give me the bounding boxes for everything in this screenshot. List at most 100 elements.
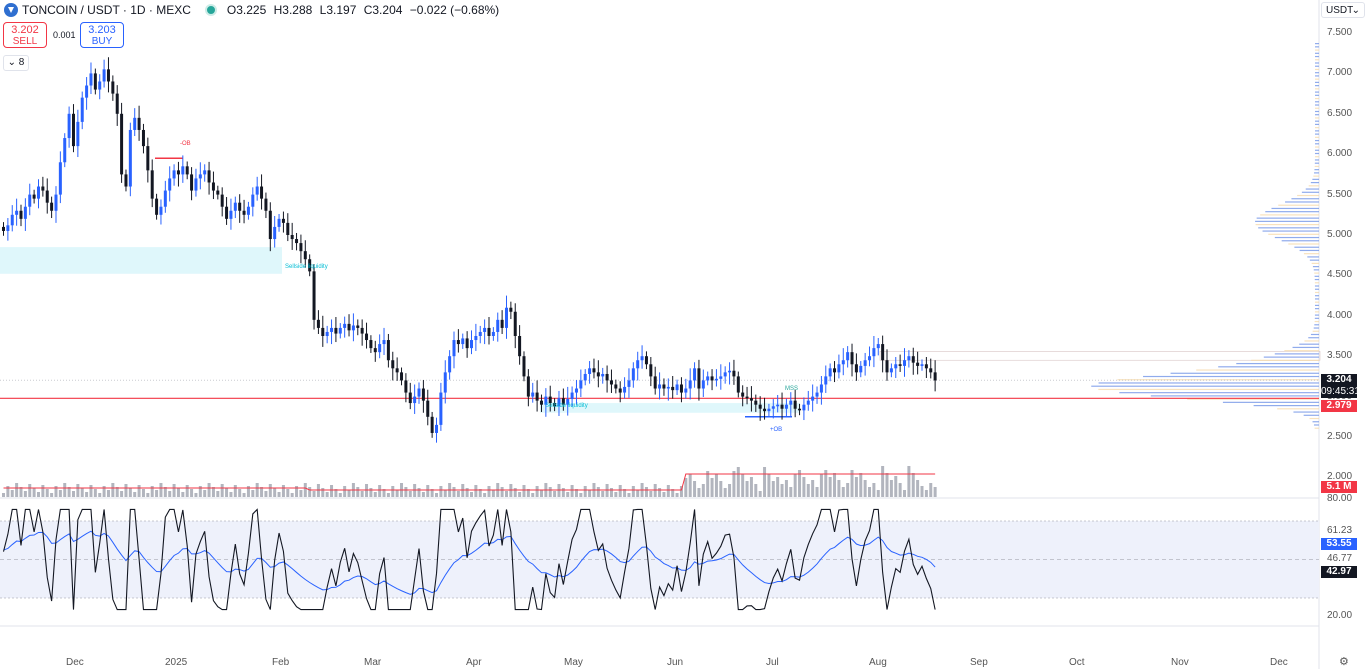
volume-bar xyxy=(614,492,618,497)
level-price-value: 2.979 xyxy=(1326,400,1352,411)
candle-body xyxy=(273,226,277,240)
candle-body xyxy=(295,239,299,244)
volume-bar xyxy=(54,486,58,497)
candle-body xyxy=(439,392,443,425)
candle-body xyxy=(102,69,106,82)
candle-body xyxy=(115,93,119,114)
buy-button[interactable]: 3.203 BUY xyxy=(80,22,124,48)
candle-body xyxy=(793,400,797,409)
volume-profile-bar xyxy=(1218,366,1319,368)
candle-body xyxy=(763,408,767,412)
volume-profile-bar xyxy=(1117,379,1319,381)
volume-bar xyxy=(548,487,552,497)
candle-body xyxy=(356,325,360,328)
volume-bar xyxy=(102,486,106,497)
candle-body xyxy=(264,198,268,211)
volume-profile-bar xyxy=(1314,282,1319,284)
volume-bar xyxy=(85,492,89,497)
volume-bar xyxy=(356,487,360,497)
settings-gear-icon[interactable]: ⚙ xyxy=(1339,656,1349,668)
volume-bar xyxy=(697,488,701,497)
volume-tag: 5.1 M xyxy=(1321,481,1357,493)
toncoin-logo-icon xyxy=(4,3,18,17)
candle-body xyxy=(854,364,858,373)
candle-body xyxy=(452,340,456,357)
candle-body xyxy=(868,356,872,361)
candle-body xyxy=(802,404,806,411)
volume-bar xyxy=(124,484,128,497)
rsi-line xyxy=(2,508,936,611)
candle-body xyxy=(662,384,666,389)
candle-body xyxy=(894,364,898,369)
volume-profile-bar xyxy=(1314,317,1319,319)
symbol-title[interactable]: TONCOIN / USDT · 1D · MEXC xyxy=(22,3,191,17)
candle-body xyxy=(749,398,753,401)
volume-profile-bar xyxy=(1312,421,1319,423)
volume-bar xyxy=(408,491,412,497)
spread-value: 0.001 xyxy=(53,30,76,40)
volume-bar xyxy=(382,489,386,497)
change-value: −0.022 (−0.68%) xyxy=(409,3,500,17)
volume-profile-bar xyxy=(1294,246,1319,248)
candle-body xyxy=(881,344,885,361)
candle-body xyxy=(369,340,373,349)
volume-bar xyxy=(649,491,653,497)
volume-bar xyxy=(2,493,5,497)
volume-bar xyxy=(430,489,434,497)
sell-button[interactable]: 3.202 SELL xyxy=(3,22,47,48)
volume-bar xyxy=(767,474,771,497)
volume-bar xyxy=(50,493,54,497)
volume-bar xyxy=(299,490,303,497)
volume-profile-bar xyxy=(1143,375,1319,378)
volume-bar xyxy=(93,489,97,497)
volume-profile-bar xyxy=(1255,224,1319,226)
volume-profile-bar xyxy=(1288,243,1319,245)
volume-bar xyxy=(141,489,145,497)
volume-profile-bar xyxy=(1315,43,1319,45)
candle-body xyxy=(10,214,14,226)
candle-body xyxy=(833,368,837,373)
volume-profile-bar xyxy=(1253,404,1319,407)
volume-profile-bar xyxy=(1314,133,1319,135)
volume-bar xyxy=(854,477,858,497)
candle-body xyxy=(120,113,124,175)
volume-bar xyxy=(535,486,539,497)
volume-bar xyxy=(522,485,526,497)
time-tick: 2025 xyxy=(165,657,188,668)
candle-body xyxy=(124,174,128,187)
volume-bar xyxy=(631,486,635,497)
candle-body xyxy=(798,408,802,411)
volume-bar xyxy=(754,484,758,497)
indicators-toggle[interactable]: ⌄ 8 xyxy=(3,55,29,71)
volume-profile-bar xyxy=(1297,194,1319,197)
candle-body xyxy=(58,162,62,195)
volume-bar xyxy=(513,488,517,497)
volume-bar xyxy=(784,480,788,497)
candle-body xyxy=(496,319,500,332)
volume-bar xyxy=(662,492,666,497)
candle-body xyxy=(251,194,255,207)
volume-bar xyxy=(128,488,132,497)
volume-profile-bar xyxy=(1299,343,1319,345)
volume-profile-bar xyxy=(1301,191,1319,193)
volume-profile-bar xyxy=(1314,152,1319,155)
candle-body xyxy=(513,311,517,336)
countdown-value: 09:45:31 xyxy=(1321,386,1360,397)
volume-bar xyxy=(500,487,504,497)
candle-body xyxy=(67,113,71,139)
volume-profile-bar xyxy=(1119,392,1319,394)
volume-bar xyxy=(588,490,592,497)
currency-select[interactable]: USDT ⌄ xyxy=(1321,2,1365,18)
candle-body xyxy=(806,400,810,405)
candle-body xyxy=(609,380,613,385)
volume-bar xyxy=(163,487,167,497)
volume-profile-bar xyxy=(1312,178,1319,180)
candle-body xyxy=(723,372,727,377)
volume-bar xyxy=(749,477,753,497)
bearish-ob-label: -OB xyxy=(180,141,191,147)
volume-bar xyxy=(911,473,915,497)
volume-profile-bar xyxy=(1313,327,1319,329)
candle-body xyxy=(316,319,320,328)
volume-bar xyxy=(264,491,268,497)
